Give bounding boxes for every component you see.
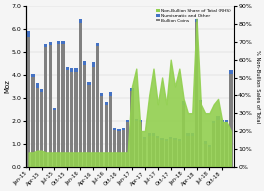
Bar [105, 102, 108, 105]
Bar [191, 134, 194, 136]
Y-axis label: Moz: Moz [4, 79, 10, 93]
Bar [216, 116, 220, 120]
Bar [27, 37, 30, 167]
Bar [191, 136, 194, 167]
Bar [92, 62, 95, 67]
Bar [161, 138, 164, 140]
Bar [100, 96, 103, 167]
Bar [79, 23, 82, 167]
Bar [221, 122, 224, 167]
Bar [195, 22, 198, 167]
Bar [148, 134, 151, 136]
Bar [173, 138, 177, 140]
Bar [148, 136, 151, 167]
Bar [70, 71, 73, 167]
Bar [165, 139, 168, 142]
Bar [83, 65, 86, 167]
Bar [66, 67, 69, 70]
Bar [173, 140, 177, 167]
Bar [204, 144, 207, 167]
Bar [40, 89, 43, 92]
Bar [122, 130, 125, 167]
Bar [87, 82, 91, 85]
Bar [161, 140, 164, 167]
Bar [135, 121, 138, 167]
Bar [122, 128, 125, 130]
Bar [27, 31, 30, 37]
Bar [199, 102, 202, 167]
Bar [143, 139, 147, 167]
Bar [109, 92, 112, 96]
Bar [92, 67, 95, 167]
Bar [117, 131, 121, 167]
Bar [109, 96, 112, 167]
Bar [221, 120, 224, 122]
Bar [225, 122, 228, 167]
Bar [225, 120, 228, 122]
Bar [44, 47, 48, 167]
Bar [165, 142, 168, 167]
Bar [229, 70, 233, 74]
Bar [57, 44, 60, 167]
Bar [152, 136, 155, 167]
Bar [31, 77, 35, 167]
Bar [100, 93, 103, 96]
Bar [49, 45, 52, 167]
Bar [182, 105, 185, 167]
Bar [152, 134, 155, 136]
Bar [143, 137, 147, 139]
Bar [156, 138, 159, 167]
Bar [113, 128, 116, 130]
Bar [130, 91, 134, 167]
Bar [96, 43, 99, 46]
Bar [36, 87, 39, 167]
Bar [126, 122, 129, 167]
Bar [178, 139, 181, 142]
Bar [87, 85, 91, 167]
Bar [130, 87, 134, 91]
Bar [79, 19, 82, 23]
Bar [182, 101, 185, 105]
Bar [208, 147, 211, 167]
Bar [31, 74, 35, 77]
Bar [49, 42, 52, 45]
Legend: Non-Bullion Share of Total (RHS), Numismatic and Other, Bullion Coins: Non-Bullion Share of Total (RHS), Numism… [155, 8, 232, 23]
Bar [135, 119, 138, 121]
Bar [53, 108, 56, 110]
Bar [44, 44, 48, 47]
Bar [62, 44, 65, 167]
Bar [36, 83, 39, 87]
Bar [208, 145, 211, 147]
Bar [195, 19, 198, 22]
Bar [70, 68, 73, 71]
Bar [57, 40, 60, 44]
Bar [83, 61, 86, 65]
Bar [156, 136, 159, 138]
Bar [74, 71, 78, 167]
Bar [212, 121, 215, 123]
Bar [126, 120, 129, 122]
Bar [40, 92, 43, 167]
Bar [117, 129, 121, 131]
Bar [139, 122, 142, 167]
Bar [186, 134, 190, 136]
Bar [62, 40, 65, 44]
Bar [113, 130, 116, 167]
Bar [105, 105, 108, 167]
Bar [66, 70, 69, 167]
Bar [178, 142, 181, 167]
Bar [169, 137, 172, 139]
Bar [139, 120, 142, 122]
Bar [204, 142, 207, 144]
Bar [229, 74, 233, 167]
Bar [212, 123, 215, 167]
Y-axis label: % Non-Bullion Sales of Total: % Non-Bullion Sales of Total [255, 50, 260, 123]
Bar [74, 68, 78, 71]
Bar [186, 136, 190, 167]
Bar [216, 120, 220, 167]
Bar [96, 46, 99, 167]
Bar [169, 139, 172, 167]
Bar [199, 100, 202, 102]
Bar [53, 110, 56, 167]
